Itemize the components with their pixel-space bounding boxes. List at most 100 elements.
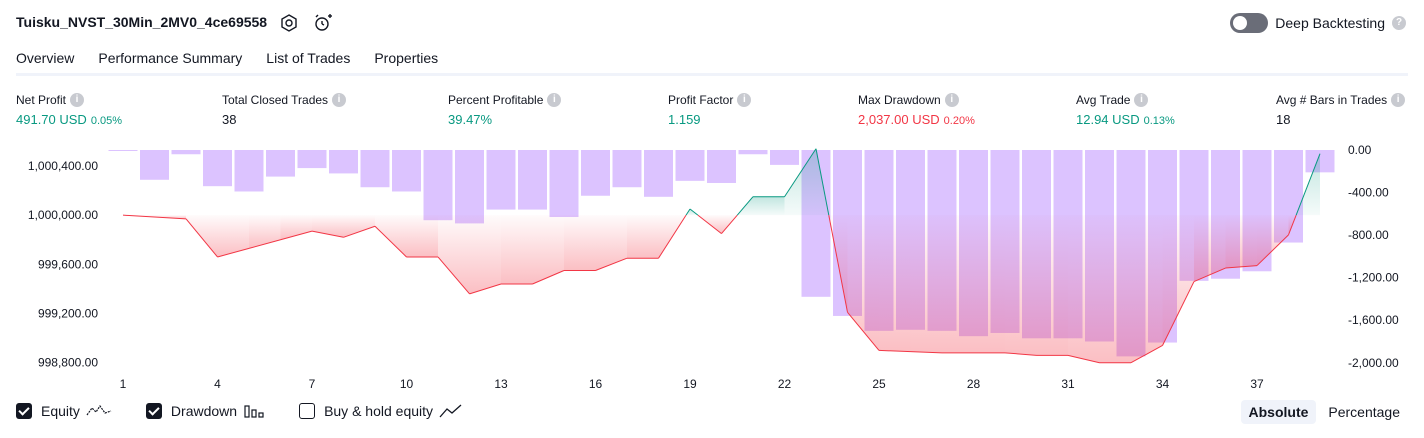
equity-fill-segment (1068, 215, 1100, 363)
equity-line-segment (721, 214, 738, 234)
left-axis: 1,000,400.00 1,000,000.00 999,600.00 999,20… (28, 159, 98, 370)
right-axis-tick: 0.00 (1348, 143, 1372, 157)
stat-value: 18 (1276, 112, 1291, 127)
equity-fill-segment (1162, 215, 1194, 346)
equity-fill-segment (627, 215, 659, 259)
equity-chart[interactable]: 1,000,400.00 1,000,000.00 999,600.00 999,20… (0, 140, 1424, 395)
tab-performance-summary[interactable]: Performance Summary (98, 50, 243, 66)
absolute-button[interactable]: Absolute (1240, 400, 1317, 424)
info-icon[interactable]: i (737, 93, 752, 107)
settings-icon[interactable] (279, 13, 299, 33)
x-axis: 1 4 7 10 13 16 19 22 25 28 31 34 37 (120, 377, 1264, 391)
legend-equity[interactable]: Equity (16, 403, 112, 419)
info-icon[interactable]: i (1134, 93, 1149, 107)
equity-fill-segment (249, 215, 281, 249)
equity-fill-segment (753, 196, 785, 216)
deep-backtesting-toggle[interactable] (1230, 13, 1269, 33)
equity-fill-segment (910, 215, 942, 353)
tab-properties[interactable]: Properties (374, 50, 439, 66)
x-axis-tick: 28 (967, 377, 981, 391)
deep-backtesting-label: Deep Backtesting (1275, 15, 1385, 31)
info-icon[interactable]: i (332, 93, 347, 107)
stat-avg-trade: Avg Trade i 12.94 USD 0.13% (1076, 93, 1175, 127)
stat-label: Profit Factor (668, 93, 734, 107)
equity-line-segment (280, 230, 313, 241)
equity-line-segment (784, 148, 817, 197)
equity-line-segment (685, 208, 691, 216)
x-axis-tick: 19 (683, 377, 697, 391)
x-axis-tick: 1 (120, 377, 127, 391)
legend-label: Drawdown (170, 403, 238, 419)
info-icon[interactable]: i (70, 93, 85, 107)
drawdown-bar (171, 150, 201, 155)
tab-bar: Overview Performance Summary List of Tra… (16, 48, 438, 76)
equity-fill-segment (312, 215, 344, 238)
equity-fill-segment (280, 215, 312, 240)
equity-line-segment (1162, 281, 1195, 346)
info-icon[interactable]: i (1391, 93, 1406, 107)
right-axis: 0.00 -400.00 -800.00 -1,200.00 -1,600.00 -2,0… (1348, 143, 1399, 370)
equity-line-segment (815, 148, 830, 216)
buy-hold-checkbox[interactable] (299, 403, 316, 419)
stat-value: 12.94 USD (1076, 112, 1140, 127)
legend-buy-hold[interactable]: Buy & hold equity (299, 403, 463, 419)
equity-line-segment (697, 214, 722, 235)
equity-line-segment (311, 230, 344, 238)
percentage-button[interactable]: Percentage (1328, 404, 1400, 420)
legend-drawdown[interactable]: Drawdown (145, 403, 265, 419)
equity-line-segment (469, 283, 502, 295)
stat-avg-bars-in-trades: Avg # Bars in Trades i 18 (1276, 93, 1406, 127)
x-axis-tick: 10 (400, 377, 414, 391)
equity-line-segment (689, 208, 699, 216)
equity-fill-segment (1225, 215, 1257, 269)
scale-toggle: Absolute Percentage (1240, 400, 1409, 424)
stat-percent: 0.05% (90, 115, 123, 127)
chart-legend: Equity Drawdown Buy & hold equity (16, 403, 497, 419)
drawdown-bar (360, 150, 390, 188)
equity-line-segment (658, 214, 687, 259)
equity-line-segment (1193, 267, 1226, 283)
stat-label: Avg Trade (1076, 93, 1131, 107)
right-axis-tick: -400.00 (1348, 186, 1389, 200)
drawdown-bar (612, 150, 642, 188)
equity-line-segment (374, 225, 407, 258)
drawdown-bar (203, 150, 232, 187)
equity-fill-segment (879, 215, 911, 352)
equity-fill-segment (1131, 215, 1163, 363)
tab-overview[interactable]: Overview (16, 48, 75, 76)
drawdown-checkbox[interactable] (145, 403, 162, 419)
drawdown-bar (297, 150, 327, 169)
deep-backtesting-control: Deep Backtesting ? (1230, 13, 1406, 33)
equity-checkbox[interactable] (16, 403, 32, 419)
add-alert-icon[interactable] (313, 13, 333, 33)
help-icon[interactable]: ? (1392, 16, 1406, 30)
stat-profit-factor: Profit Factor i 1.159 (668, 93, 752, 127)
stat-label: Max Drawdown (858, 93, 941, 107)
drawdown-bar (549, 150, 579, 218)
equity-line-segment (1225, 265, 1258, 269)
tab-list-of-trades[interactable]: List of Trades (266, 50, 351, 66)
x-axis-tick: 7 (309, 377, 316, 391)
left-axis-tick: 999,200.00 (38, 307, 98, 321)
strategy-title: Tuisku_NVST_30Min_2MV0_4ce69558 (16, 14, 268, 30)
stat-value: 1.159 (668, 112, 701, 127)
left-axis-tick: 998,800.00 (38, 356, 98, 370)
stat-percent: 0.20% (943, 115, 975, 127)
stat-label: Net Profit (16, 93, 67, 107)
info-icon[interactable]: i (944, 93, 959, 107)
equity-line-segment (847, 311, 880, 351)
equity-fill-segment (469, 215, 501, 294)
drawdown-bar (581, 150, 610, 196)
tab-divider (16, 73, 1408, 76)
drawdown-bar (486, 150, 516, 210)
equity-fill-segment (217, 215, 249, 257)
left-axis-tick: 999,600.00 (38, 257, 98, 271)
right-axis-tick: -1,600.00 (1348, 313, 1399, 327)
equity-fill-segment (1099, 215, 1131, 363)
equity-line-icon (86, 404, 112, 416)
equity-line-segment (437, 256, 470, 295)
info-icon[interactable]: i (547, 93, 562, 107)
stat-label: Avg # Bars in Trades (1276, 93, 1388, 107)
equity-line-segment (878, 349, 911, 353)
left-axis-tick: 1,000,400.00 (28, 159, 98, 173)
